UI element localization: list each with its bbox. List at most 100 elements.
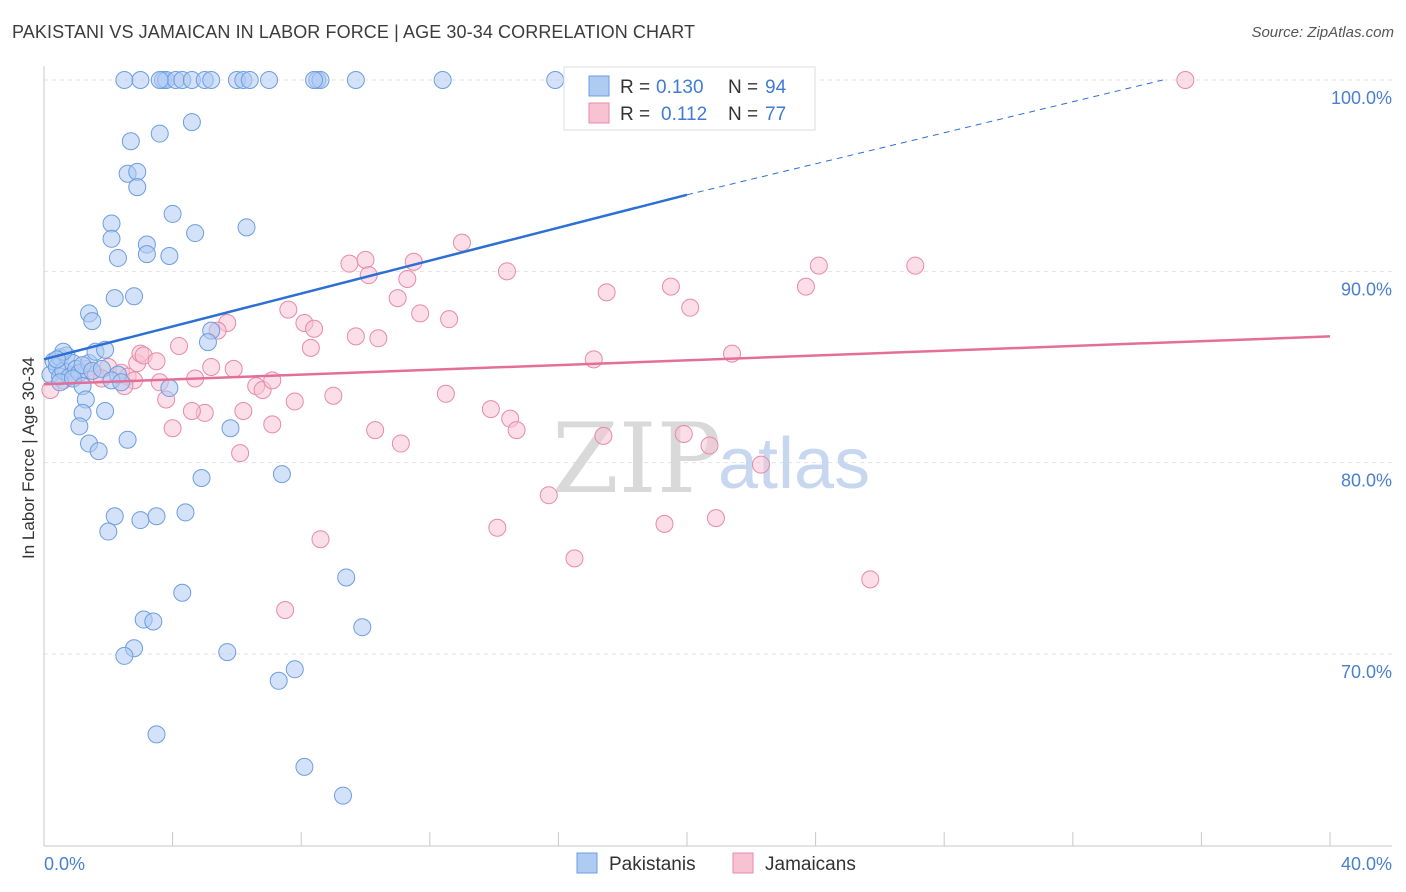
jamaicans-point: [398, 269, 417, 288]
pakistanis-point: [118, 430, 137, 449]
jamaicans-point: [436, 384, 455, 403]
jamaicans-point: [440, 310, 459, 329]
pakistanis-point: [218, 643, 237, 662]
pakistanis-point: [221, 419, 240, 438]
jamaicans-point: [170, 336, 189, 355]
pakistanis-point: [237, 218, 256, 237]
jamaicans-point: [202, 358, 221, 376]
pakistanis-point: [285, 660, 304, 679]
jamaicans-point: [706, 509, 725, 528]
pakistanis-point: [147, 725, 166, 744]
jamaicans-point: [311, 530, 330, 549]
pakistanis-point: [305, 71, 324, 89]
pakistanis-point: [128, 162, 147, 181]
pakistanis-point: [240, 71, 259, 89]
pakistanis-point: [186, 224, 205, 243]
legend-r-label-1: R =: [620, 77, 650, 98]
pakistanis-point: [198, 333, 217, 352]
pakistanis-point: [176, 503, 195, 522]
jamaicans-point: [305, 319, 324, 338]
bottom-swatch-jamaicans: [732, 852, 754, 874]
pakistanis-point: [115, 71, 134, 89]
jamaicans-point: [231, 444, 250, 463]
pakistanis-point: [131, 511, 150, 530]
pakistanis-point: [192, 468, 211, 487]
pakistanis-point: [83, 312, 102, 331]
jamaicans-trend-line: [43, 335, 1331, 386]
jamaicans-point: [700, 436, 719, 455]
jamaicans-point: [655, 514, 674, 533]
jamaicans-point: [163, 419, 182, 438]
series-legend: Pakistanis Jamaicans: [576, 852, 856, 875]
jamaicans-point: [1176, 71, 1195, 89]
jamaicans-point: [391, 434, 410, 453]
y-tick-label-90: 90.0%: [1341, 279, 1392, 299]
jamaicans-point: [751, 455, 770, 474]
jamaicans-point: [597, 283, 616, 302]
jamaicans-point: [809, 256, 828, 275]
pakistanis-point: [115, 646, 134, 665]
legend-n-label-2: N =: [728, 104, 758, 125]
pakistanis-point: [173, 583, 192, 602]
jamaicans-point: [234, 402, 253, 421]
pakistanis-trend-extension: [686, 79, 1163, 196]
pakistanis-point: [295, 757, 314, 776]
pakistanis-point: [163, 204, 182, 223]
pakistanis-point: [125, 287, 144, 306]
pakistanis-point: [102, 229, 121, 248]
pakistanis-point: [346, 71, 365, 89]
jamaicans-point: [285, 392, 304, 411]
pakistanis-point: [150, 71, 169, 89]
chart-title: PAKISTANI VS JAMAICAN IN LABOR FORCE | A…: [12, 22, 696, 42]
pakistanis-point: [182, 113, 201, 132]
watermark-zip: ZIP: [552, 403, 721, 515]
pakistanis-point: [272, 465, 291, 484]
pakistanis-point: [147, 507, 166, 526]
pakistanis-point: [144, 612, 163, 631]
legend-r-value-2: 0.112: [661, 104, 707, 125]
jamaicans-point: [452, 233, 471, 252]
x-tick-min: 0.0%: [44, 854, 85, 874]
pakistanis-point: [137, 245, 156, 264]
pakistanis-point: [128, 178, 147, 197]
jamaicans-points: [41, 71, 1195, 619]
jamaicans-point: [861, 570, 880, 589]
legend-n-label-1: N =: [728, 77, 758, 98]
jamaicans-point: [263, 415, 282, 434]
jamaicans-point: [366, 421, 385, 440]
pakistanis-point: [337, 568, 356, 587]
jamaicans-point: [488, 518, 507, 537]
jamaicans-point: [411, 304, 430, 323]
y-tick-label-100: 100.0%: [1331, 88, 1392, 108]
pakistanis-point: [269, 671, 288, 690]
legend-r-label-2: R =: [620, 104, 650, 125]
jamaicans-point: [346, 327, 365, 346]
pakistanis-point: [353, 618, 372, 637]
watermark: ZIP atlas: [552, 403, 870, 515]
pakistanis-point: [433, 71, 452, 89]
pakistanis-point: [108, 248, 127, 267]
legend-n-value-1: 94: [765, 77, 787, 98]
pakistanis-point: [92, 359, 111, 378]
grid-lines: [44, 79, 1392, 655]
jamaicans-point: [539, 486, 558, 505]
jamaicans-point: [147, 352, 166, 371]
jamaicans-point: [301, 338, 320, 357]
pakistanis-point: [96, 402, 115, 421]
watermark-atlas: atlas: [718, 424, 870, 504]
pakistanis-point: [102, 214, 121, 233]
jamaicans-point: [906, 256, 925, 275]
x-tick-max: 40.0%: [1341, 854, 1392, 874]
jamaicans-point: [681, 298, 700, 317]
bottom-legend-jamaicans: Jamaicans: [765, 854, 856, 875]
pakistanis-point: [105, 289, 124, 308]
pakistanis-point: [89, 442, 108, 461]
jamaicans-point: [388, 289, 407, 308]
pakistanis-point: [70, 417, 89, 436]
pakistanis-point: [202, 71, 221, 89]
pakistanis-point: [260, 71, 279, 89]
y-tick-label-70: 70.0%: [1341, 662, 1392, 682]
pakistanis-point: [150, 124, 169, 143]
pakistanis-points: [41, 71, 565, 805]
